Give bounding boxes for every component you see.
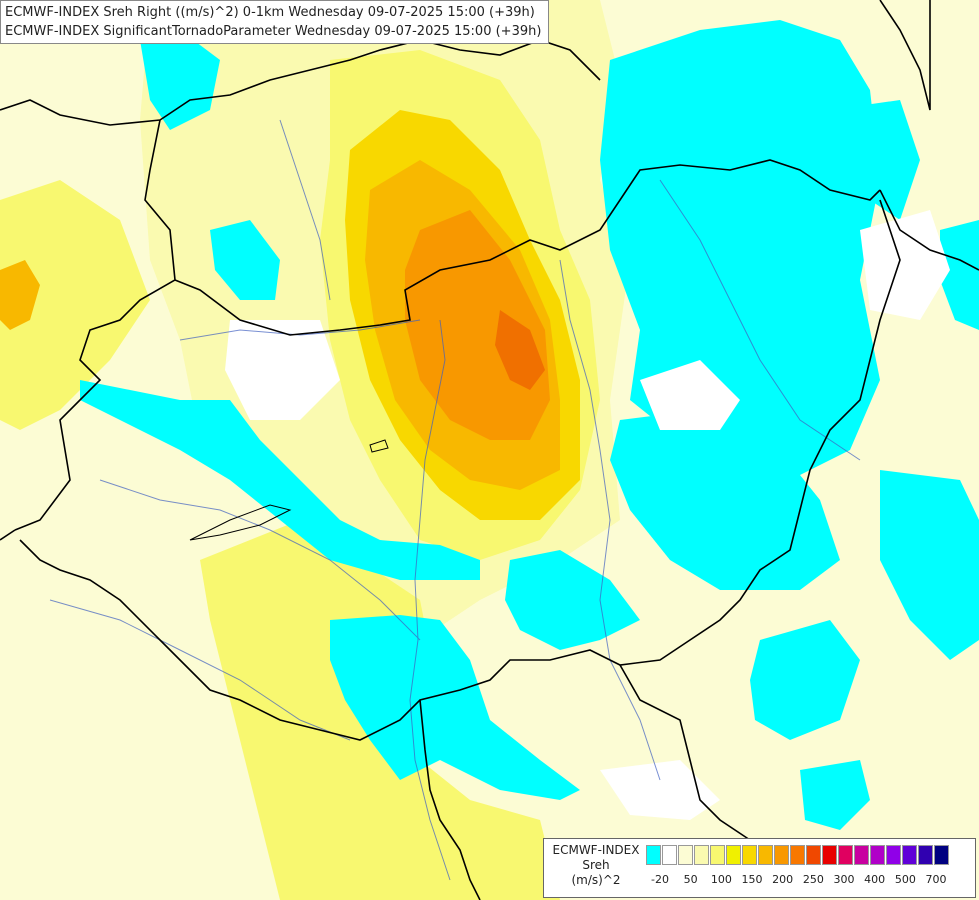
negative-region-south [330,615,580,800]
zero-patch-3 [860,210,950,320]
legend-swatch [822,845,837,865]
lake-balaton [189,504,292,541]
legend-swatch [726,845,741,865]
legend-tick-label: 400 [864,873,886,886]
legend-tick-label: 200 [772,873,794,886]
legend-swatch [854,845,869,865]
header-line-1: ECMWF-INDEX Sreh Right ((m/s)^2) 0-1km W… [5,5,535,20]
negative-region-nw [210,220,280,300]
zero-patch-1 [225,320,340,420]
negative-region-ne-edge [940,220,979,330]
legend-swatch [886,845,901,865]
negative-region-southeast [750,620,860,740]
negative-region-se-small [800,760,870,830]
legend-swatch [662,845,677,865]
legend-swatch [758,845,773,865]
color-legend: ECMWF-INDEX Sreh (m/s)^2 -20 50 100 150 200 2… [543,838,976,898]
negative-region-east-2 [610,410,840,590]
legend-swatch [902,845,917,865]
legend-tick-label: 150 [741,873,763,886]
sreh-band-400 [495,310,545,390]
legend-swatch [806,845,821,865]
legend-swatch [646,845,661,865]
map-header: ECMWF-INDEX Sreh Right ((m/s)^2) 0-1km W… [0,0,549,44]
legend-tick-label: 100 [710,873,732,886]
zero-patch-2 [640,360,740,430]
negative-region-south-2 [505,550,640,650]
legend-swatch [694,845,709,865]
legend-swatch [934,845,949,865]
lake-small [369,439,389,453]
legend-tick-label: 500 [894,873,916,886]
legend-swatch [678,845,693,865]
legend-swatch [870,845,885,865]
rivers [49,119,861,881]
legend-swatch [918,845,933,865]
legend-tick-label: -20 [651,873,669,886]
legend-tick-label: 50 [683,873,698,886]
legend-tick-label: 250 [802,873,824,886]
negative-region-center-west [80,380,480,580]
legend-swatch [710,845,725,865]
legend-swatch [742,845,757,865]
legend-swatch [774,845,789,865]
negative-region-north [140,30,220,130]
sreh-band-150-west [0,180,150,430]
negative-region-northeast [830,100,920,220]
legend-tick-label: 300 [833,873,855,886]
negative-region-far-east [880,470,979,660]
legend-title-line-2: Sreh [582,858,610,872]
header-line-2: ECMWF-INDEX SignificantTornadoParameter … [5,24,542,39]
legend-swatch [838,845,853,865]
zero-patch-4 [600,760,720,820]
sreh-band-west-core [0,260,40,330]
legend-tick-label: 700 [925,873,947,886]
legend-swatch [790,845,805,865]
sreh-band-300 [405,210,550,440]
legend-title: ECMWF-INDEX Sreh (m/s)^2 [548,843,644,888]
legend-title-line-3: (m/s)^2 [571,873,621,887]
legend-title-line-1: ECMWF-INDEX [552,843,640,857]
negative-region-east [600,20,880,480]
